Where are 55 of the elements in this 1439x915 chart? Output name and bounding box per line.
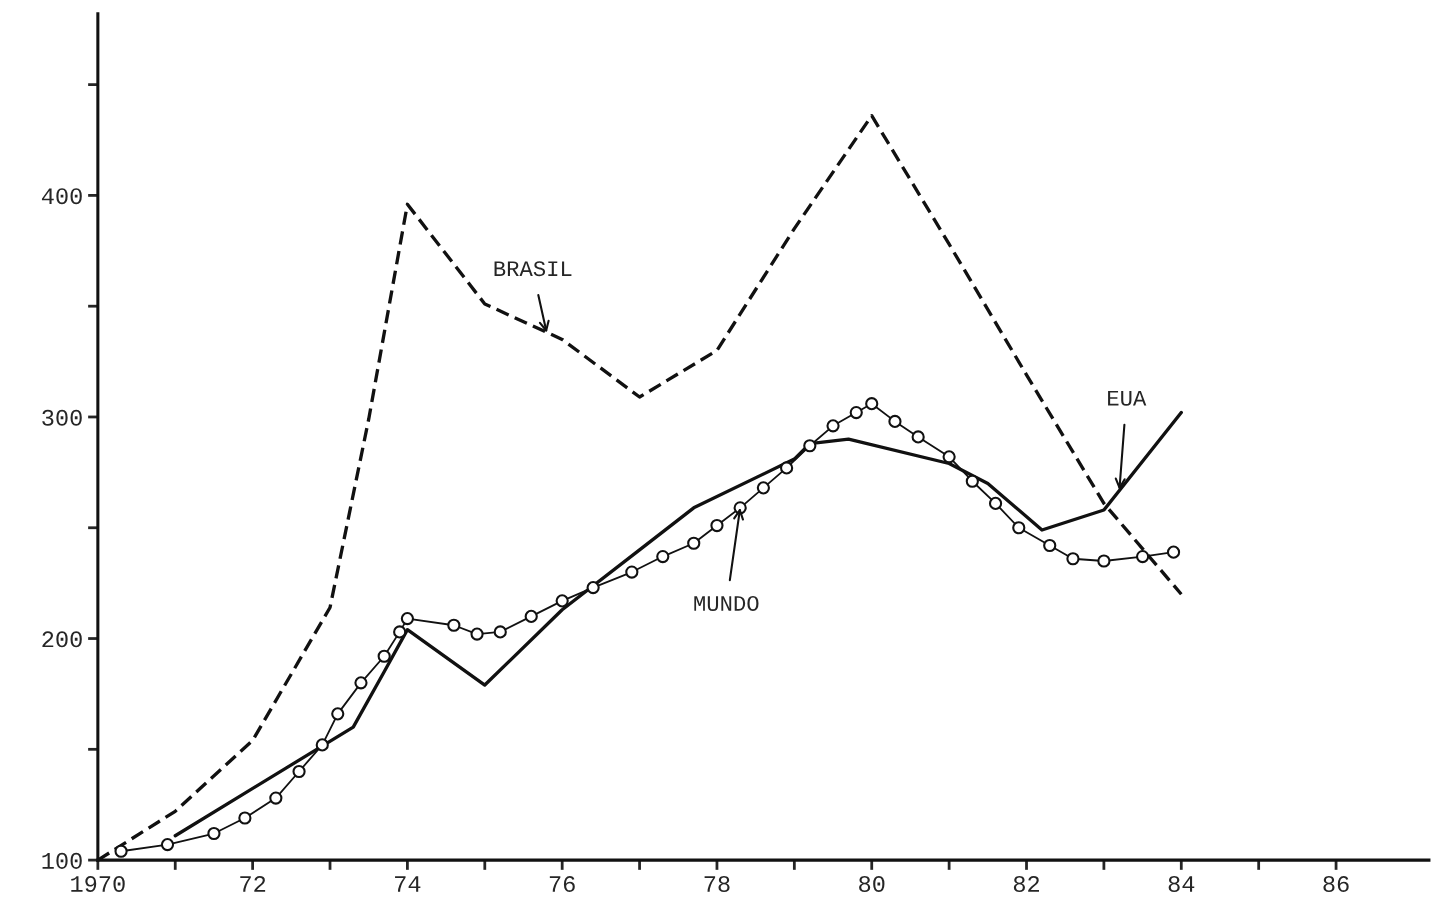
point <box>780 461 794 475</box>
point <box>393 625 407 639</box>
point <box>238 811 252 825</box>
x-tick-label: 78 <box>704 876 730 893</box>
y-tick-label: 400 <box>41 188 82 205</box>
point <box>114 844 128 858</box>
point <box>911 430 925 444</box>
point <box>1043 538 1057 553</box>
annotation: MUNDO <box>694 595 759 611</box>
x-tick-label: 84 <box>1168 876 1195 893</box>
point <box>354 676 368 690</box>
point <box>849 405 863 420</box>
point <box>826 419 840 433</box>
point <box>710 518 724 533</box>
y-tick-label: 200 <box>42 631 82 648</box>
x-tick-label: 76 <box>549 876 575 893</box>
point <box>493 625 507 639</box>
x-tick-label: 1970 <box>71 876 125 893</box>
point <box>269 791 283 805</box>
point <box>292 764 306 779</box>
point <box>400 612 414 626</box>
x-tick-label: 74 <box>395 876 421 892</box>
point <box>988 496 1003 510</box>
annotation: EUA <box>1108 390 1147 406</box>
point <box>524 609 538 623</box>
annotation: BRASIL <box>494 261 572 277</box>
point <box>803 439 817 453</box>
point <box>555 594 569 608</box>
point <box>207 826 221 841</box>
point <box>1166 545 1181 559</box>
point <box>315 738 329 752</box>
x-tick-label: 80 <box>859 876 885 893</box>
x-tick-label: 86 <box>1323 876 1349 893</box>
y-tick-label: 300 <box>42 409 82 426</box>
point <box>586 580 600 595</box>
point <box>965 474 979 488</box>
point <box>756 481 770 495</box>
point <box>687 536 701 550</box>
point <box>470 627 484 641</box>
point <box>942 450 956 464</box>
point <box>1097 554 1111 568</box>
point <box>377 649 391 663</box>
point <box>160 837 175 852</box>
point <box>1136 549 1150 564</box>
x-tick-label: 72 <box>240 876 266 892</box>
point <box>1012 521 1026 535</box>
point <box>656 549 670 564</box>
y-tick-label: 100 <box>42 852 82 869</box>
x-tick-label: 82 <box>1013 876 1040 893</box>
point <box>1066 552 1080 566</box>
point <box>865 397 879 411</box>
point <box>447 618 461 632</box>
point <box>331 707 345 721</box>
point <box>888 414 902 428</box>
point <box>625 565 639 579</box>
